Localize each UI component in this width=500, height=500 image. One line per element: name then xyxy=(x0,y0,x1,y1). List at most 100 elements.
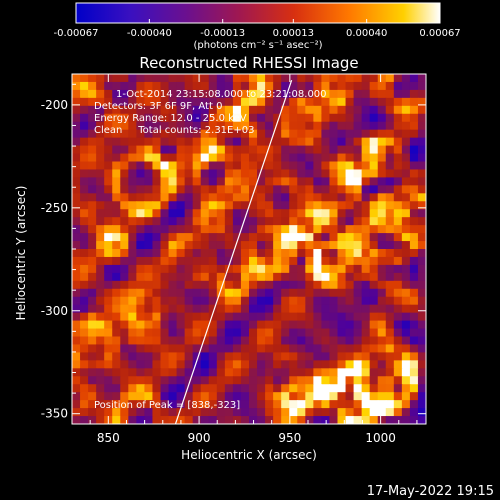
heatmap-cell xyxy=(369,408,379,417)
heatmap-cell xyxy=(393,408,403,417)
heatmap-cell xyxy=(297,129,306,139)
heatmap-cell xyxy=(265,185,274,194)
heatmap-cell xyxy=(200,145,210,155)
heatmap-cell xyxy=(345,249,355,258)
heatmap-cell xyxy=(208,177,218,186)
heatmap-cell xyxy=(104,145,113,155)
heatmap-cell xyxy=(249,368,258,377)
heatmap-cell xyxy=(144,161,154,171)
heatmap-cell xyxy=(289,233,298,242)
heatmap-cell xyxy=(289,344,298,353)
heatmap-cell xyxy=(401,201,411,210)
heatmap-cell xyxy=(321,121,331,131)
heatmap-cell xyxy=(200,193,210,202)
heatmap-cell xyxy=(192,368,202,377)
heatmap-cell xyxy=(409,74,419,83)
heatmap-cell xyxy=(321,177,331,186)
heatmap-cell xyxy=(104,352,113,361)
heatmap-cell xyxy=(273,296,282,306)
heatmap-cell xyxy=(257,209,266,218)
heatmap-cell xyxy=(160,169,170,178)
heatmap-cell xyxy=(265,280,274,290)
heatmap-cell xyxy=(152,74,162,83)
heatmap-cell xyxy=(249,129,258,139)
heatmap-cell xyxy=(72,113,81,123)
heatmap-cell xyxy=(313,81,323,91)
heatmap-cell xyxy=(353,264,363,274)
heatmap-cell xyxy=(321,320,331,330)
heatmap-cell xyxy=(104,256,113,266)
heatmap-cell xyxy=(321,336,331,346)
heatmap-cell xyxy=(176,249,186,258)
heatmap-cell xyxy=(176,97,186,107)
heatmap-cell xyxy=(152,201,162,210)
heatmap-cell xyxy=(385,105,395,115)
heatmap-cell xyxy=(393,384,403,393)
heatmap-cell xyxy=(136,400,146,409)
heatmap-cell xyxy=(337,336,347,346)
heatmap-cell xyxy=(337,129,347,139)
heatmap-cell xyxy=(361,153,371,163)
heatmap-cell xyxy=(249,384,258,393)
heatmap-cell xyxy=(120,288,129,298)
heatmap-cell xyxy=(353,392,363,401)
heatmap-cell xyxy=(321,193,331,202)
heatmap-cell xyxy=(200,97,210,107)
heatmap-cell xyxy=(321,113,331,123)
heatmap-cell xyxy=(128,193,137,202)
heatmap-cell xyxy=(409,312,419,322)
heatmap-cell xyxy=(176,161,186,171)
heatmap-cell xyxy=(216,264,226,274)
heatmap-cell xyxy=(409,376,419,385)
heatmap-cell xyxy=(224,153,234,163)
heatmap-cell xyxy=(353,280,363,290)
heatmap-cell xyxy=(305,249,314,258)
heatmap-cell xyxy=(305,256,314,266)
heatmap-cell xyxy=(377,209,387,218)
heatmap-cell xyxy=(265,344,274,353)
heatmap-cell xyxy=(96,225,105,234)
heatmap-cell xyxy=(377,384,387,393)
heatmap-cell xyxy=(208,113,218,123)
heatmap-cell xyxy=(232,74,242,83)
heatmap-cell xyxy=(337,360,347,369)
heatmap-cell xyxy=(289,185,298,194)
heatmap-cell xyxy=(385,209,395,218)
heatmap-cell xyxy=(72,185,81,194)
heatmap-cell xyxy=(72,241,81,250)
heatmap-cell xyxy=(72,416,81,424)
heatmap-cell xyxy=(88,304,97,314)
heatmap-cell xyxy=(337,304,347,314)
heatmap-cell xyxy=(377,137,387,147)
heatmap-cell xyxy=(128,344,137,353)
heatmap-cell xyxy=(96,320,105,330)
heatmap-cell xyxy=(240,312,250,322)
heatmap-cell xyxy=(273,169,282,178)
heatmap-cell xyxy=(200,304,210,314)
heatmap-cell xyxy=(88,161,97,171)
heatmap-cell xyxy=(136,74,146,83)
heatmap-cell xyxy=(369,105,379,115)
heatmap-cell xyxy=(96,336,105,346)
heatmap-cell xyxy=(176,225,186,234)
heatmap-cell xyxy=(393,97,403,107)
heatmap-cell xyxy=(265,129,274,139)
heatmap-cell xyxy=(417,145,426,155)
heatmap-cell xyxy=(385,400,395,409)
heatmap-cell xyxy=(80,113,89,123)
heatmap-cell xyxy=(72,105,81,115)
heatmap-cell xyxy=(361,233,371,242)
heatmap-cell xyxy=(96,304,105,314)
heatmap-cell xyxy=(232,264,242,274)
heatmap-cell xyxy=(289,225,298,234)
heatmap-cell xyxy=(168,288,178,298)
heatmap-cell xyxy=(377,376,387,385)
heatmap-cell xyxy=(369,249,379,258)
heatmap-cell xyxy=(144,408,154,417)
heatmap-cell xyxy=(297,336,306,346)
heatmap-cell xyxy=(136,217,146,226)
heatmap-cell xyxy=(112,376,121,385)
heatmap-cell xyxy=(265,121,274,131)
heatmap-cell xyxy=(257,376,266,385)
heatmap-cell xyxy=(224,344,234,353)
